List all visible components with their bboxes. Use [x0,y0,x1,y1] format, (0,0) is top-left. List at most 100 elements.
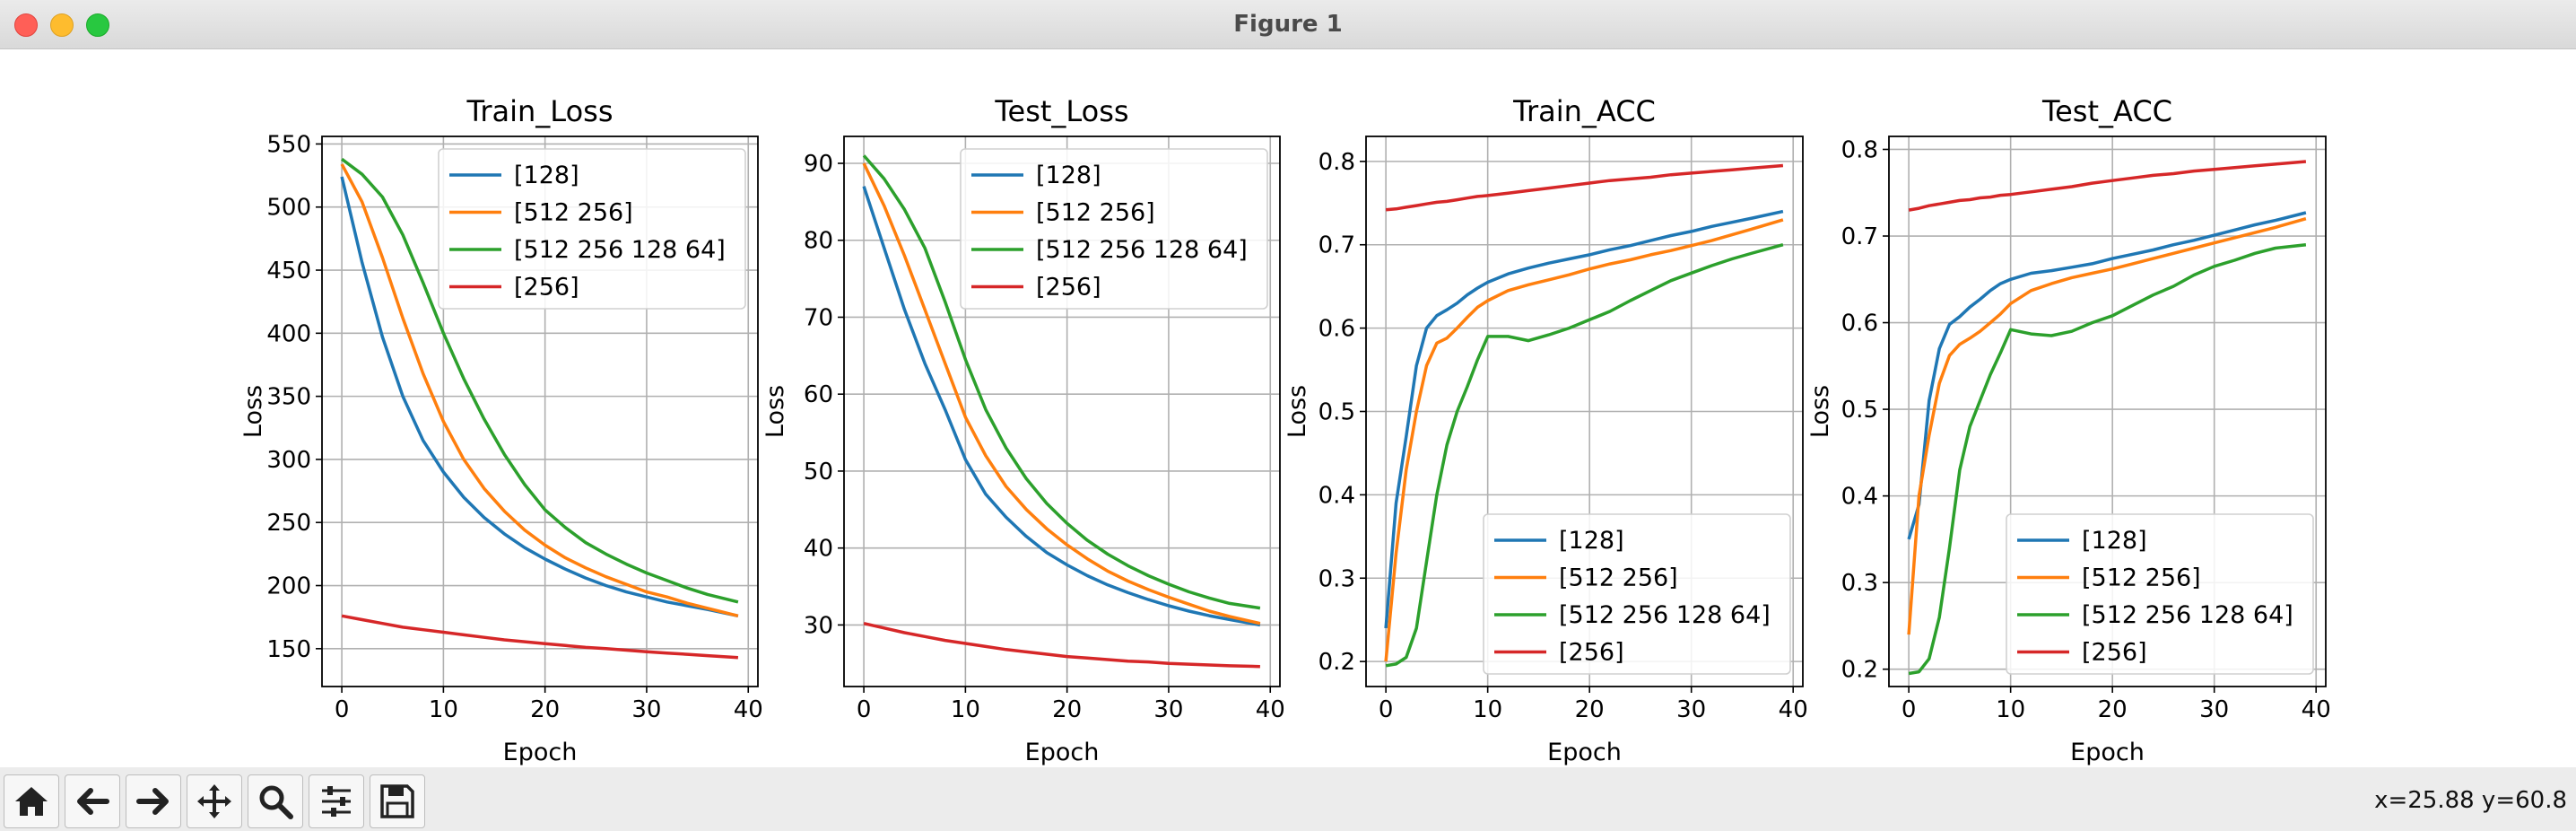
forward-button[interactable] [126,774,181,828]
x-tick-label: 20 [1052,696,1082,723]
y-tick-label: 0.8 [1841,136,1878,163]
x-tick-label: 40 [1779,696,1808,723]
y-tick-label: 50 [804,459,833,485]
floppy-disk-icon [380,784,414,818]
x-tick-label: 40 [1256,696,1285,723]
x-tick-label: 0 [857,696,872,723]
y-tick-label: 0.5 [1841,397,1878,424]
series-line-4 [863,621,1260,669]
y-tick-label: 0.7 [1318,232,1355,259]
series-line-4 [1385,163,1784,212]
x-axis-label: Epoch [2070,739,2145,766]
series-line-1 [1907,211,2307,540]
legend-label: [512 256] [2082,564,2201,592]
y-axis-label: Loss [761,385,789,438]
y-tick-label: 250 [266,510,311,537]
cursor-coordinates: x=25.88 y=60.8 [2374,787,2567,814]
series-line-3 [862,154,1261,610]
configure-subplots-button[interactable] [309,774,364,828]
legend-label: [512 256 128 64] [2082,601,2293,629]
legend-label: [512 256] [1036,199,1155,227]
y-tick-label: 550 [266,131,311,158]
legend-label: [128] [2082,527,2147,555]
sliders-icon [322,786,351,817]
legend: [128] [512 256] [512 256 128 64] [256] [1483,513,1791,675]
legend-frame [438,148,746,310]
minimize-window-button[interactable] [50,13,74,37]
legend: [128] [512 256] [512 256 128 64] [256] [2006,513,2314,675]
x-tick-label: 30 [1153,696,1183,723]
series-line-3 [1908,242,2307,676]
y-tick-label: 400 [266,320,311,347]
home-button[interactable] [4,774,59,828]
arrow-left-icon [77,788,109,815]
y-tick-label: 200 [266,573,311,600]
axes-frame [843,136,1281,687]
y-tick-label: 0.3 [1318,565,1355,592]
y-tick-label: 90 [804,151,833,178]
x-axis-label: Epoch [1547,739,1622,766]
maximize-window-button[interactable] [86,13,109,37]
x-tick-label: 0 [1379,696,1394,723]
arrow-right-icon [136,788,169,815]
subplot-4: 0 10 20 30 40 0.2 0.3 0.4 0.5 0.6 0.7 0.8 Test_ACC Ep… [1806,94,2331,766]
legend-label: [256] [514,274,579,302]
y-tick-label: 0.6 [1318,316,1355,343]
move-icon [197,784,231,818]
chart-title: Train_Loss [466,94,614,128]
close-window-button[interactable] [14,13,38,37]
y-tick-label: 0.7 [1841,223,1878,250]
series-line-4 [1908,160,2307,212]
legend-label: [512 256 128 64] [1559,601,1771,629]
x-tick-label: 10 [1473,696,1502,723]
x-tick-label: 40 [734,696,763,723]
y-tick-label: 30 [804,612,833,639]
y-tick-label: 0.3 [1841,570,1878,597]
legend-label: [512 256 128 64] [514,236,726,264]
legend-label: [128] [1036,162,1101,189]
y-tick-label: 60 [804,381,833,408]
y-tick-label: 0.5 [1318,399,1355,426]
pan-button[interactable] [187,774,242,828]
y-tick-label: 350 [266,384,311,411]
y-tick-label: 0.4 [1318,482,1355,509]
zoom-button[interactable] [248,774,303,828]
back-button[interactable] [65,774,120,828]
axes-frame [1888,136,2327,687]
navigation-toolbar: x=25.88 y=60.8 [0,767,2576,831]
y-tick-label: 0.4 [1841,484,1878,511]
window-title: Figure 1 [1233,11,1343,38]
y-tick-label: 80 [804,228,833,255]
series-line-1 [340,176,739,618]
x-tick-label: 30 [2199,696,2229,723]
subplot-3: 0 10 20 30 40 0.2 0.3 0.4 0.5 0.6 0.7 0.8 Train_ACC E… [1284,94,1808,766]
x-tick-label: 20 [1575,696,1605,723]
y-tick-label: 70 [804,304,833,331]
y-tick-label: 450 [266,258,311,284]
legend-frame [2006,513,2314,675]
y-axis-label: Loss [1284,385,1311,438]
legend: [128] [512 256] [512 256 128 64] [256] [960,148,1268,310]
x-tick-label: 0 [1902,696,1917,723]
figure-canvas[interactable]: 0 10 20 30 40 150 200 250 300 350 400 450 500 550 Trai… [0,49,2576,767]
legend-label: [512 256] [514,199,633,227]
y-tick-label: 40 [804,536,833,563]
series-line-4 [341,614,739,660]
save-button[interactable] [370,774,425,828]
series-line-2 [1907,217,2307,635]
series-line-3 [1385,243,1784,668]
x-tick-label: 10 [429,696,458,723]
series-line-2 [862,162,1261,625]
chart-title: Train_ACC [1512,94,1656,128]
x-axis-label: Epoch [503,739,578,766]
x-tick-label: 30 [631,696,661,723]
axes-frame [1365,136,1804,687]
x-tick-label: 0 [335,696,350,723]
y-tick-label: 500 [266,195,311,222]
legend-label: [256] [1559,639,1624,667]
y-tick-label: 150 [266,636,311,663]
x-tick-label: 20 [2098,696,2128,723]
legend-label: [256] [2082,639,2147,667]
x-axis-label: Epoch [1025,739,1100,766]
legend-label: [128] [1559,527,1624,555]
